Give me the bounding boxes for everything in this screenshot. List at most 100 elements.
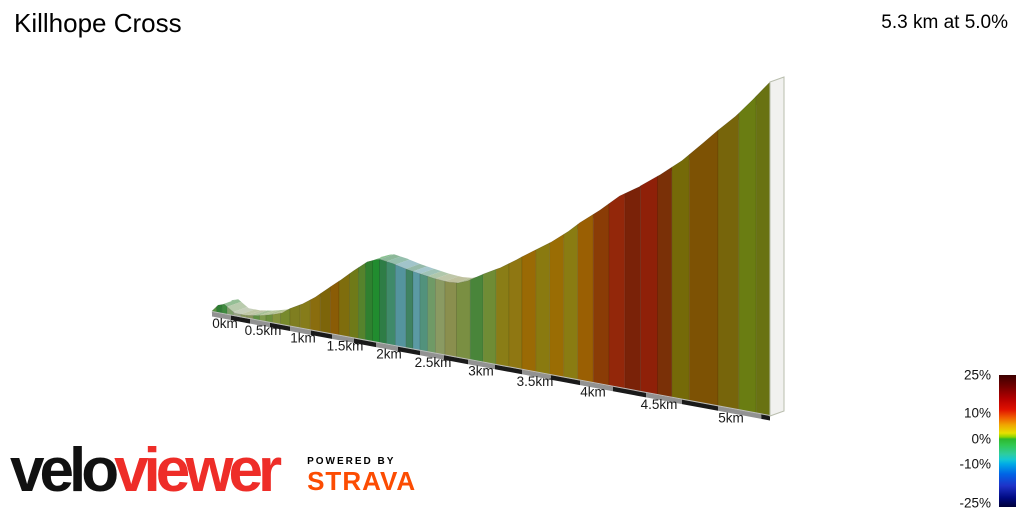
gradient-strip [521,249,537,374]
gradient-strip [688,129,719,408]
gradient-strip [419,273,429,354]
strip-top-face [221,299,242,307]
gradient-strip [624,185,642,394]
gradient-strip [319,286,331,336]
axis-tick-label: 0.5km [245,323,282,338]
strip-top-face [405,263,427,272]
ruler-segment [682,399,718,411]
gradient-strip [592,203,610,388]
strip-top-face [420,268,442,277]
legend-label: -10% [959,456,991,471]
strip-top-face [427,271,450,279]
gradient-strip [395,264,407,350]
strip-top-face [259,310,280,316]
ruler-segment [646,392,682,405]
ruler-segment [580,380,613,392]
gradient-strip [469,273,484,364]
profile-end-cap [769,76,785,417]
ruler-segment [551,375,580,386]
strip-top-face [253,310,274,316]
strip-top-face [372,254,394,261]
legend-label: -25% [959,496,991,511]
strava-attribution[interactable]: POWERED BY STRAVA [307,440,416,494]
gradient-strip [717,112,740,412]
gradient-strip [508,256,523,372]
gradient-strip [657,166,673,400]
axis-tick-label: 2.5km [415,355,452,370]
axis-tick-label: 4.5km [641,397,678,412]
gradient-strip [309,293,321,334]
gradient-strip [386,261,396,348]
ruler-segment [495,364,522,375]
ruler-segment [376,342,398,352]
gradient-strip [299,299,311,332]
strip-top-face [435,273,459,282]
axis-tick-label: 3.5km [517,374,554,389]
strip-top-face [386,256,410,265]
ruler-segment [332,334,354,343]
ruler-segment [398,346,420,356]
gradient-strip [372,259,380,345]
ruler-segment [270,322,290,331]
gradient-strip [563,223,579,382]
axis-labels: 0km 0.5km 1km 1.5km 2km 2.5km 3km 3.5km 4km 4.5km… [212,316,744,425]
gradient-strip [329,280,340,338]
ruler-segment [444,355,468,365]
gradient-strip [349,267,359,341]
gradient-strip [577,213,594,385]
gradient-strip [358,262,366,342]
gradient-strip [608,193,626,391]
footer: veloviewer POWERED BY STRAVA [10,440,416,502]
gradient-strip [495,263,510,369]
gradient-strip [456,279,471,362]
strip-top-face [240,309,261,316]
strip-top-face [233,307,255,315]
ruler-segment [468,359,495,370]
distance-ruler [211,311,771,421]
gradient-strip [640,175,658,397]
gradient-legend: 25% 10% 0% -10% -25% [959,368,1016,511]
gradient-strip [671,153,690,403]
gradient-strip [549,233,565,379]
ruler-segment [231,315,250,324]
axis-tick-label: 1km [290,331,316,346]
gradient-strip [289,304,301,330]
strip-top-face [227,301,248,312]
ruler-segment [212,312,231,320]
gradient-strip [427,275,436,355]
profile-front-faces [211,81,771,418]
strip-top-face [413,266,434,274]
page-title: Killhope Cross [14,8,182,38]
gradient-strip [738,95,757,415]
legend-color-bar [999,375,1016,507]
ruler-segment [311,330,332,339]
axis-tick-label: 2km [376,347,402,362]
legend-label: 0% [971,432,991,447]
strip-top-face [395,259,420,269]
ruler-segment [354,338,376,348]
gradient-strip [755,81,771,418]
logo-velo-text: velo [10,436,119,505]
gradient-strip [365,260,373,344]
strip-top-face [247,310,268,316]
axis-tick-label: 3km [468,364,494,379]
powered-by-label: POWERED BY [307,456,396,467]
gradient-strip [435,278,446,357]
gradient-strip [535,242,551,377]
ruler-segment [250,319,270,328]
gradient-strip [405,268,414,351]
ruler-segment [420,350,444,360]
logo-viewer-text: viewer [114,436,282,505]
climb-summary: 5.3 km at 5.0% [881,12,1008,33]
gradient-strip [482,268,497,367]
legend-label: 10% [964,406,991,421]
ruler-segment [718,406,762,419]
axis-tick-label: 5km [718,410,744,425]
gradient-strip [338,273,350,339]
veloviewer-logo[interactable]: veloviewer [10,440,282,502]
legend-label: 25% [964,368,991,383]
strip-top-face [379,254,401,262]
ruler-segment [761,414,770,421]
